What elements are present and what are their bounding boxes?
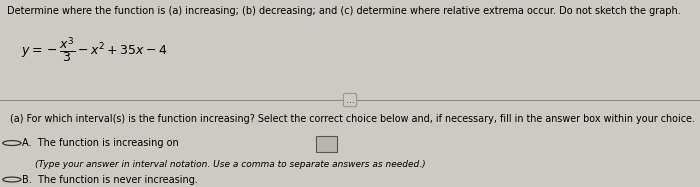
Text: …: … — [346, 96, 354, 105]
Text: A.  The function is increasing on: A. The function is increasing on — [22, 138, 179, 148]
Text: B.  The function is never increasing.: B. The function is never increasing. — [22, 174, 198, 185]
Text: (a) For which interval(s) is the function increasing? Select the correct choice : (a) For which interval(s) is the functio… — [10, 114, 695, 124]
Text: Determine where the function is (a) increasing; (b) decreasing; and (c) determin: Determine where the function is (a) incr… — [7, 6, 680, 16]
FancyBboxPatch shape — [316, 136, 337, 152]
Text: $y = -\dfrac{x^3}{3} - x^2 + 35x - 4$: $y = -\dfrac{x^3}{3} - x^2 + 35x - 4$ — [21, 36, 167, 65]
Text: (Type your answer in interval notation. Use a comma to separate answers as neede: (Type your answer in interval notation. … — [35, 160, 426, 169]
